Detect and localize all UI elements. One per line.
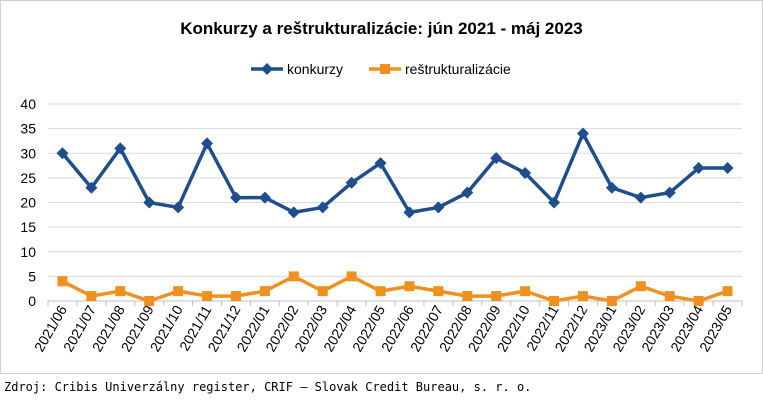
legend-marker <box>261 63 273 75</box>
legend-label: konkurzy <box>287 61 343 77</box>
data-point <box>722 286 733 297</box>
y-tick-label: 25 <box>20 170 36 186</box>
data-point <box>519 166 532 179</box>
y-tick-label: 0 <box>28 293 36 309</box>
data-point <box>634 191 647 204</box>
data-point <box>693 296 704 306</box>
data-point <box>374 157 387 170</box>
data-point <box>258 191 271 204</box>
y-tick-label: 10 <box>20 244 36 260</box>
data-point <box>548 196 561 209</box>
data-point <box>404 281 415 292</box>
data-point <box>664 291 675 302</box>
data-point <box>56 147 69 160</box>
line-chart: 05101520253035402021/062021/072021/08202… <box>20 61 743 354</box>
data-point <box>172 201 185 214</box>
data-point <box>230 291 241 302</box>
data-point <box>605 181 618 194</box>
data-point <box>317 286 328 297</box>
y-tick-label: 30 <box>20 145 36 161</box>
data-point <box>143 196 156 209</box>
data-point <box>114 142 127 155</box>
data-point <box>606 296 617 306</box>
data-point <box>549 296 560 306</box>
y-tick-label: 35 <box>20 121 36 137</box>
data-point <box>345 176 358 189</box>
data-point <box>432 201 445 214</box>
data-point <box>86 291 97 302</box>
data-point <box>346 271 357 282</box>
data-point <box>490 152 503 165</box>
legend-marker <box>380 64 390 74</box>
data-point <box>462 291 473 302</box>
data-point <box>433 286 444 297</box>
data-point <box>491 291 502 302</box>
data-point <box>635 281 646 292</box>
data-point <box>663 186 676 199</box>
data-point <box>85 181 98 194</box>
y-tick-label: 40 <box>20 96 36 112</box>
chart-title: Konkurzy a reštrukturalizácie: jún 2021 … <box>180 19 583 38</box>
data-point <box>692 162 705 175</box>
data-point <box>201 137 214 150</box>
source-note: Zdroj: Cribis Univerzálny register, CRIF… <box>4 380 532 394</box>
series-line-konkurzy <box>61 131 728 215</box>
data-point <box>173 286 184 297</box>
data-point <box>259 286 270 297</box>
series-line-restrukturalizacie <box>61 274 729 303</box>
data-point <box>375 286 386 297</box>
y-tick-label: 20 <box>20 195 36 211</box>
data-point <box>144 296 155 306</box>
data-point <box>721 162 734 175</box>
chart-frame: Konkurzy a reštrukturalizácie: jún 2021 … <box>0 0 763 374</box>
data-point <box>520 286 531 297</box>
data-point <box>229 191 242 204</box>
legend-label: reštrukturalizácie <box>405 61 511 77</box>
data-point <box>288 271 299 282</box>
y-tick-label: 15 <box>20 219 36 235</box>
data-point <box>287 206 300 219</box>
data-point <box>316 201 329 214</box>
y-tick-label: 5 <box>28 268 36 284</box>
data-point <box>202 291 213 302</box>
data-point <box>57 276 68 287</box>
data-point <box>577 291 588 302</box>
data-point <box>576 127 589 140</box>
data-point <box>461 186 474 199</box>
data-point <box>115 286 126 297</box>
data-point <box>403 206 416 219</box>
